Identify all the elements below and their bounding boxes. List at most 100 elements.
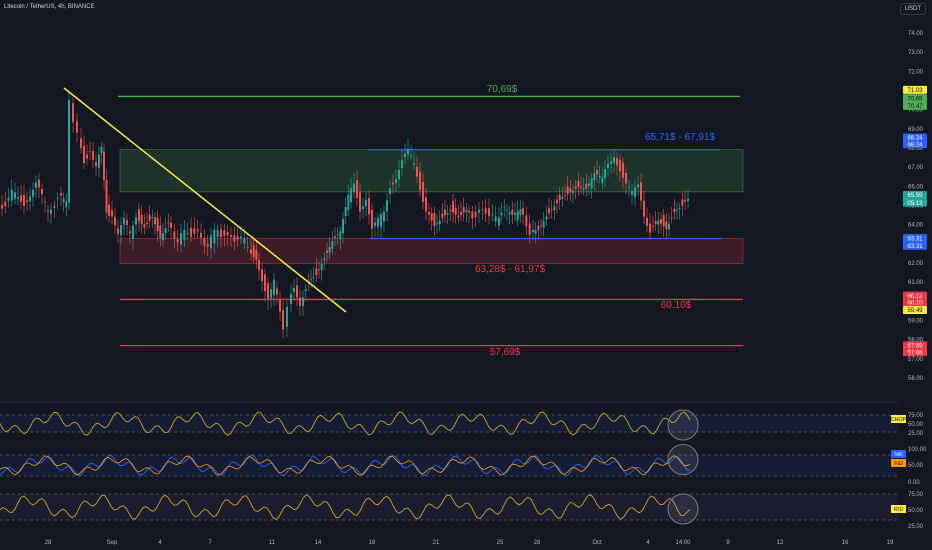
candle-body [580,186,582,188]
indicator-tick-label: 50.00 [908,463,924,469]
candle-body [446,212,449,215]
price-tick-label: 61.00 [908,280,924,286]
candle-body [38,179,40,188]
candle-body [216,230,219,237]
price-tag [903,305,927,314]
candle-body [398,169,400,180]
candle-body [368,197,370,215]
candle-body [20,195,22,202]
indicator-pane-rsi: 75.00 50.00 25.00 RSI [0,492,924,530]
candle-body [246,247,249,248]
candle-body [206,243,209,247]
indicator-tick-label: 50.00 [908,422,924,428]
price-tag [903,190,927,199]
price-tag-text: 70.69 [907,96,923,102]
indicator-tick-label: 75.00 [908,413,924,419]
currency-button[interactable]: USDT [899,3,926,15]
candle-body [326,250,328,253]
candle-body [62,198,65,202]
candle-body [646,217,648,226]
candle-body [331,241,334,249]
candle-body [540,225,542,227]
candle-body [643,200,645,217]
level-label-l5769: 57,69$ [490,347,521,358]
candle-body [574,186,577,189]
candle-body [304,289,307,292]
candle-body [616,157,618,166]
indicator-label-chop: CHOP [891,417,907,423]
candle-body [465,209,468,213]
candle-body [484,208,487,214]
candle-body [193,227,196,234]
candle-body [590,178,593,189]
candle-body [481,209,484,211]
time-axis-label: 25 [497,540,504,546]
price-tick-label: 67.00 [908,165,924,171]
candle-body [140,214,143,225]
price-tag [903,133,927,142]
price-tag-text: 05:13 [907,201,923,207]
candle-body [276,288,278,295]
candle-body [328,246,331,253]
price-tag [903,341,927,350]
price-tag-text: 63.31 [907,236,923,242]
candle-body [534,230,537,234]
candle-body [374,222,376,226]
candle-body [471,211,474,219]
indicator-line [0,411,691,436]
highlight-circle [667,493,699,525]
price-tag-text: 70.47 [907,104,923,110]
price-tag-text: 65.59 [907,193,923,199]
candle-body [356,180,358,198]
candle-body [108,204,110,216]
indicator-band [0,415,898,432]
candle-body [72,103,74,123]
price-tick-label: 62.00 [908,261,924,267]
candle-body [296,285,298,298]
time-axis-label: 19 [887,540,894,546]
candle-body [282,310,284,330]
candle-body [135,217,137,225]
price-tick-label: 66.00 [908,184,924,190]
candle-body [250,249,252,254]
candle-body [47,210,49,212]
indicator-label-tag [891,415,906,423]
candle-body [607,163,609,169]
price-tag-text: 68.24 [907,142,923,148]
candle-body [668,223,670,230]
candle-body [264,274,266,291]
candle-body [422,182,424,202]
candle-body [585,183,588,189]
time-axis-label: 9 [726,540,730,546]
candle-body [516,211,519,221]
candle-body [566,186,569,194]
candle-body [114,217,116,226]
price-tag [903,101,927,110]
candle-body [336,234,339,236]
candle-body [564,194,566,196]
candle-body [468,210,470,213]
candle-body [449,210,452,211]
candle-body [98,154,100,168]
candle-body [438,220,441,224]
level-label-l7069: 70,69$ [487,84,518,95]
candle-body [353,183,355,192]
candle-body [558,194,561,201]
price-tag-text: 60.10 [907,300,923,306]
candle-body [503,207,506,209]
candle-body [120,225,122,236]
price-tag [903,348,927,357]
candle-body [279,299,281,312]
candle-body [213,229,216,244]
time-axis-label: 7 [208,540,212,546]
candle-body [441,213,444,218]
price-tag-text: 68.24 [907,136,923,142]
price-tag-text: 60.12 [907,294,923,300]
candle-body [610,160,612,164]
candle-body [44,201,46,203]
candle-body [628,186,630,188]
candle-body [76,121,78,133]
candle-body [203,238,206,246]
candle-body [452,200,454,213]
